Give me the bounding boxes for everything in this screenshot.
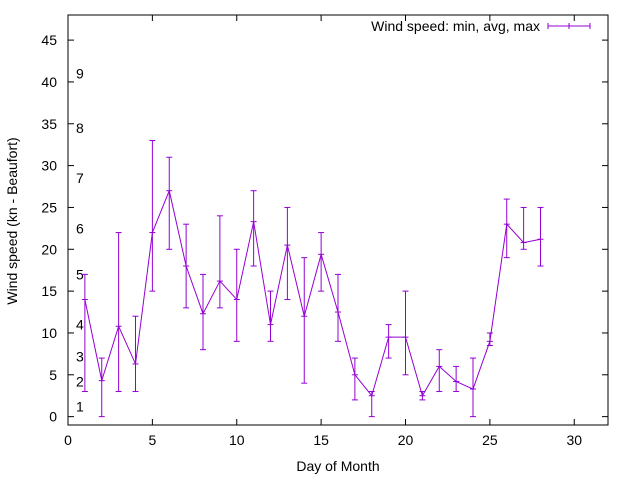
error-bar bbox=[267, 290, 274, 342]
beaufort-label: 9 bbox=[76, 66, 84, 82]
error-bar bbox=[486, 332, 493, 347]
error-bar bbox=[81, 273, 88, 393]
error-bar bbox=[520, 206, 527, 250]
error-bar bbox=[335, 273, 341, 342]
y-tick-label: 5 bbox=[49, 367, 57, 383]
legend: Wind speed: min, avg, max bbox=[371, 18, 591, 34]
x-tick-label: 5 bbox=[148, 432, 156, 448]
error-bar bbox=[183, 223, 190, 309]
error-bar bbox=[537, 206, 544, 267]
beaufort-label: 7 bbox=[76, 170, 84, 186]
error-bar bbox=[301, 257, 308, 384]
avg-line bbox=[84, 189, 541, 397]
x-tick-label: 25 bbox=[482, 432, 498, 448]
y-tick-label: 45 bbox=[41, 32, 57, 48]
beaufort-label: 4 bbox=[76, 317, 84, 333]
error-bar bbox=[166, 156, 173, 250]
error-bar bbox=[250, 190, 257, 267]
error-bar bbox=[318, 232, 325, 292]
error-bar bbox=[436, 349, 443, 393]
error-bar bbox=[503, 198, 510, 259]
x-tick-label: 10 bbox=[229, 432, 245, 448]
beaufort-label: 6 bbox=[76, 220, 84, 236]
error-bar bbox=[385, 324, 392, 359]
error-bar bbox=[233, 248, 240, 342]
beaufort-label: 8 bbox=[76, 120, 84, 136]
error-bar bbox=[402, 290, 409, 376]
y-axis-label: Wind speed (kn - Beaufort) bbox=[4, 137, 20, 304]
error-bar bbox=[98, 357, 105, 418]
y-tick-label: 25 bbox=[41, 199, 57, 215]
y-tick-label: 0 bbox=[49, 409, 57, 425]
beaufort-labels: 1 2 3 4 5 6 7 8 9 bbox=[76, 66, 84, 415]
x-tick-label: 20 bbox=[398, 432, 414, 448]
x-axis-label: Day of Month bbox=[296, 458, 379, 474]
y-tick-label: 35 bbox=[41, 116, 57, 132]
series-wind-speed bbox=[81, 140, 544, 418]
error-bar bbox=[132, 315, 139, 393]
error-bar bbox=[470, 357, 476, 418]
error-bar bbox=[149, 140, 156, 292]
error-bar bbox=[419, 391, 426, 401]
error-bar bbox=[351, 357, 358, 401]
y-tick-label: 40 bbox=[41, 74, 57, 90]
error-bar bbox=[284, 206, 291, 300]
error-bar bbox=[200, 273, 206, 351]
legend-label: Wind speed: min, avg, max bbox=[371, 18, 540, 34]
x-tick-label: 0 bbox=[64, 432, 72, 448]
error-bar bbox=[368, 391, 375, 418]
plot-frame bbox=[67, 14, 609, 426]
y-tick-label: 20 bbox=[41, 241, 57, 257]
beaufort-label: 2 bbox=[76, 373, 84, 389]
x-tick-label: 15 bbox=[313, 432, 329, 448]
y-tick-label: 30 bbox=[41, 158, 57, 174]
beaufort-label: 1 bbox=[76, 399, 84, 415]
beaufort-label: 5 bbox=[76, 266, 84, 282]
y-tick-label: 15 bbox=[41, 283, 57, 299]
error-bar bbox=[453, 365, 460, 393]
x-tick-label: 30 bbox=[566, 432, 582, 448]
y-tick-label: 10 bbox=[41, 325, 57, 341]
error-bar bbox=[115, 232, 122, 393]
beaufort-label: 3 bbox=[76, 348, 84, 364]
error-bar bbox=[216, 215, 223, 309]
